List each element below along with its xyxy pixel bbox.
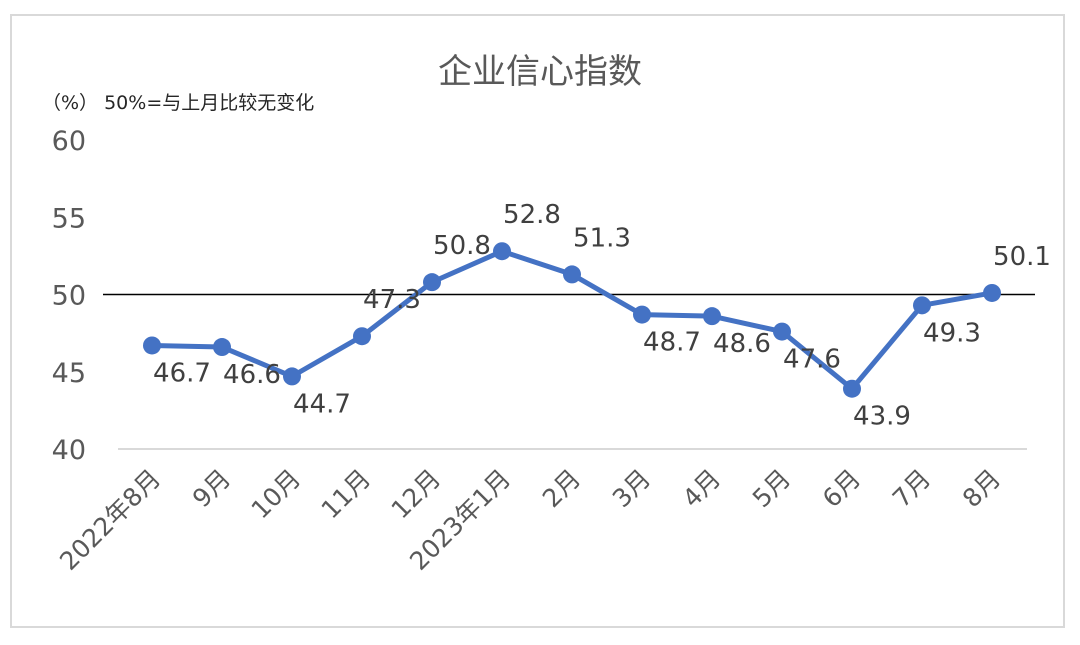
chart-frame: [10, 14, 1065, 628]
data-points: [143, 242, 1001, 398]
data-label: 43.9: [853, 402, 911, 432]
x-tick-label: 8月: [957, 464, 1006, 513]
data-point: [773, 322, 791, 341]
x-tick-label: 12月: [386, 464, 447, 525]
x-tick-label: 4月: [677, 464, 726, 513]
data-label: 47.3: [363, 285, 421, 315]
x-tick-label: 7月: [887, 464, 936, 513]
y-tick-label: 55: [52, 203, 86, 234]
data-point: [353, 327, 371, 346]
data-point: [843, 379, 861, 398]
x-tick-label: 9月: [187, 464, 236, 513]
data-label: 50.8: [433, 231, 491, 261]
x-tick-label: 2月: [537, 464, 586, 513]
data-point: [213, 338, 231, 357]
data-point: [423, 273, 441, 292]
y-tick-label: 40: [52, 435, 86, 466]
x-tick-label: 3月: [607, 464, 656, 513]
x-tick-label: 5月: [747, 464, 796, 513]
y-axis-ticks: 60 55 50 45 40: [52, 126, 86, 466]
y-tick-label: 50: [52, 281, 86, 312]
data-label: 47.6: [783, 345, 841, 375]
x-tick-label: 10月: [246, 464, 307, 525]
y-tick-label: 45: [52, 358, 86, 389]
x-tick-label: 6月: [817, 464, 866, 513]
data-point: [143, 336, 161, 355]
data-label: 46.6: [223, 360, 281, 390]
data-label: 50.1: [993, 242, 1051, 272]
x-tick-label: 11月: [316, 464, 377, 525]
data-point: [493, 242, 511, 261]
data-point: [563, 265, 581, 284]
data-point: [913, 296, 931, 315]
data-label: 51.3: [573, 223, 631, 253]
data-point: [703, 307, 721, 326]
data-point: [283, 367, 301, 386]
data-point: [633, 305, 651, 324]
data-label: 52.8: [503, 200, 561, 230]
x-tick-label: 2022年8月: [54, 464, 166, 576]
data-label: 49.3: [923, 318, 981, 348]
data-label: 44.7: [293, 389, 351, 419]
data-labels: 46.7 46.6 44.7 47.3 50.8 52.8 51.3 48.7 48.6 47.6…: [153, 200, 1051, 432]
unit-note: （%） 50%=与上月比较无变化: [42, 92, 314, 114]
data-label: 48.6: [713, 329, 771, 359]
y-tick-label: 60: [52, 126, 86, 157]
data-point: [983, 283, 1001, 302]
chart-title: 企业信心指数: [438, 52, 642, 92]
data-label: 48.7: [643, 328, 701, 358]
data-label: 46.7: [153, 358, 211, 388]
